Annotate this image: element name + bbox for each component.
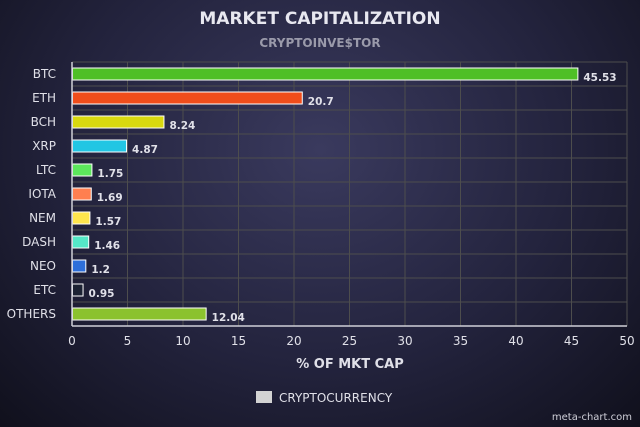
data-label-dash: 1.46 bbox=[94, 240, 120, 252]
x-tick-15: 15 bbox=[231, 334, 246, 348]
category-label-neo: NEO bbox=[30, 259, 56, 273]
bars bbox=[72, 67, 579, 321]
x-tick-0: 0 bbox=[68, 334, 76, 348]
x-tick-45: 45 bbox=[564, 334, 579, 348]
data-label-others: 12.04 bbox=[212, 312, 245, 324]
bar-btc bbox=[72, 67, 579, 81]
x-tick-25: 25 bbox=[342, 334, 357, 348]
legend[interactable]: CRYPTOCURRENCY bbox=[256, 391, 393, 405]
x-tick-40: 40 bbox=[508, 334, 523, 348]
data-label-xrp: 4.87 bbox=[132, 144, 158, 156]
bar-dash bbox=[72, 235, 90, 249]
x-tick-5: 5 bbox=[124, 334, 132, 348]
category-label-iota: IOTA bbox=[28, 187, 56, 201]
category-label-etc: ETC bbox=[33, 283, 56, 297]
axes bbox=[71, 62, 627, 327]
chart-subtitle: CRYPTOINVE$TOR bbox=[259, 36, 380, 50]
bar-others bbox=[72, 307, 207, 321]
data-label-neo: 1.2 bbox=[91, 264, 110, 276]
data-label-ltc: 1.75 bbox=[97, 168, 123, 180]
data-label-eth: 20.7 bbox=[308, 96, 334, 108]
x-axis-title: % OF MKT CAP bbox=[296, 357, 404, 372]
data-label-iota: 1.69 bbox=[97, 192, 123, 204]
x-tick-20: 20 bbox=[286, 334, 301, 348]
credit-text: meta-chart.com bbox=[552, 412, 632, 423]
category-labels: BTC ETH BCH XRP LTC IOTA NEM DASH NEO ETC OTHERS bbox=[7, 67, 57, 321]
bar-bch bbox=[72, 115, 165, 129]
chart-title: MARKET CAPITALIZATION bbox=[199, 9, 440, 29]
category-label-eth: ETH bbox=[32, 91, 56, 105]
data-label-nem: 1.57 bbox=[95, 216, 121, 228]
category-label-btc: BTC bbox=[33, 67, 56, 81]
x-tick-labels: 0 5 10 15 20 25 30 35 40 45 50 bbox=[68, 334, 634, 348]
category-label-ltc: LTC bbox=[36, 163, 56, 177]
bar-eth bbox=[72, 91, 303, 105]
data-label-etc: 0.95 bbox=[89, 288, 115, 300]
category-label-others: OTHERS bbox=[7, 307, 56, 321]
category-label-nem: NEM bbox=[29, 211, 56, 225]
x-tick-10: 10 bbox=[175, 334, 190, 348]
data-label-btc: 45.53 bbox=[583, 72, 616, 84]
bar-neo bbox=[72, 259, 87, 273]
x-tick-50: 50 bbox=[619, 334, 634, 348]
category-label-dash: DASH bbox=[22, 235, 56, 249]
data-label-bch: 8.24 bbox=[169, 120, 195, 132]
legend-swatch bbox=[256, 391, 272, 403]
data-labels: 45.53 20.7 8.24 4.87 1.75 1.69 1.57 1.46 1.2 0.95… bbox=[89, 72, 617, 324]
bar-ltc bbox=[72, 163, 93, 177]
bar-xrp bbox=[72, 139, 128, 153]
category-label-bch: BCH bbox=[31, 115, 56, 129]
category-label-xrp: XRP bbox=[32, 139, 56, 153]
x-tick-35: 35 bbox=[453, 334, 468, 348]
bar-iota bbox=[72, 187, 92, 201]
x-tick-30: 30 bbox=[397, 334, 412, 348]
bar-etc bbox=[72, 283, 84, 297]
bar-nem bbox=[72, 211, 91, 225]
legend-label: CRYPTOCURRENCY bbox=[279, 391, 393, 405]
